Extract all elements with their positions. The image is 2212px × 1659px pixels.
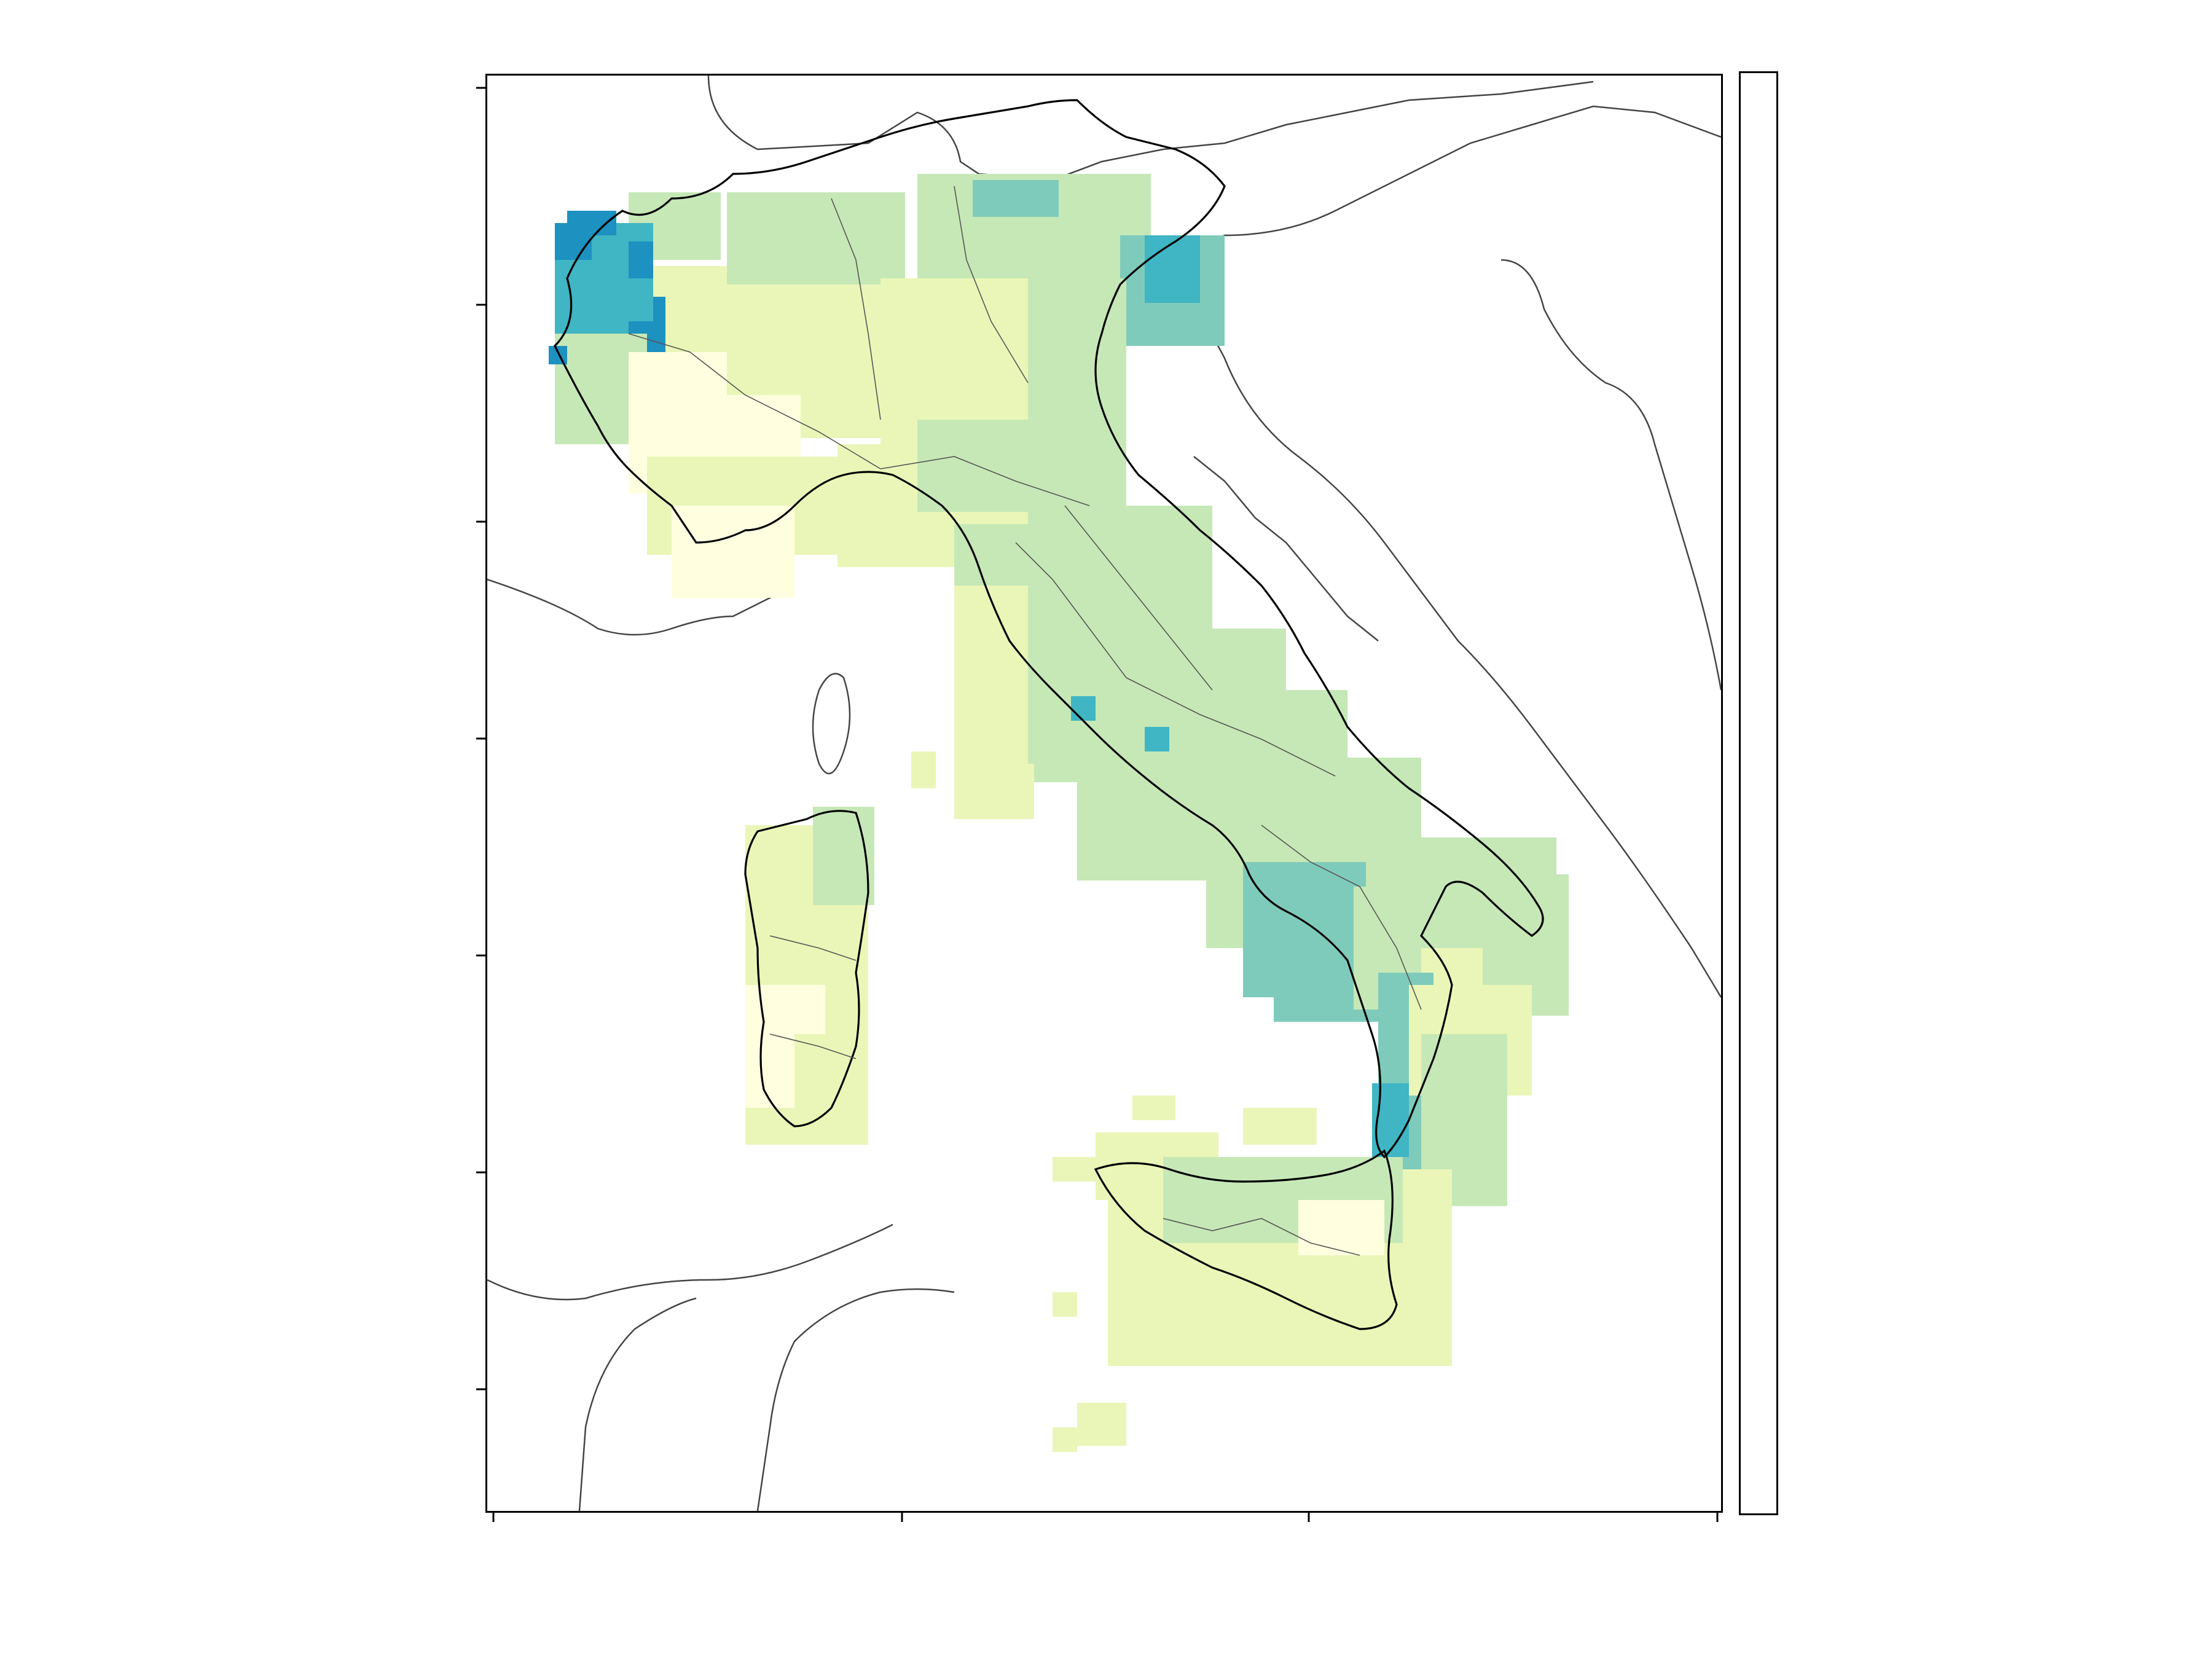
precipitation-grid bbox=[549, 174, 1569, 1452]
italy-coastline bbox=[554, 99, 1544, 1330]
regional-borders bbox=[628, 186, 1422, 1256]
map-panel bbox=[485, 74, 1723, 1513]
country-borders bbox=[487, 76, 1721, 1511]
colorbar bbox=[1739, 71, 1778, 1515]
italy-precipitation-map bbox=[487, 76, 1721, 1511]
